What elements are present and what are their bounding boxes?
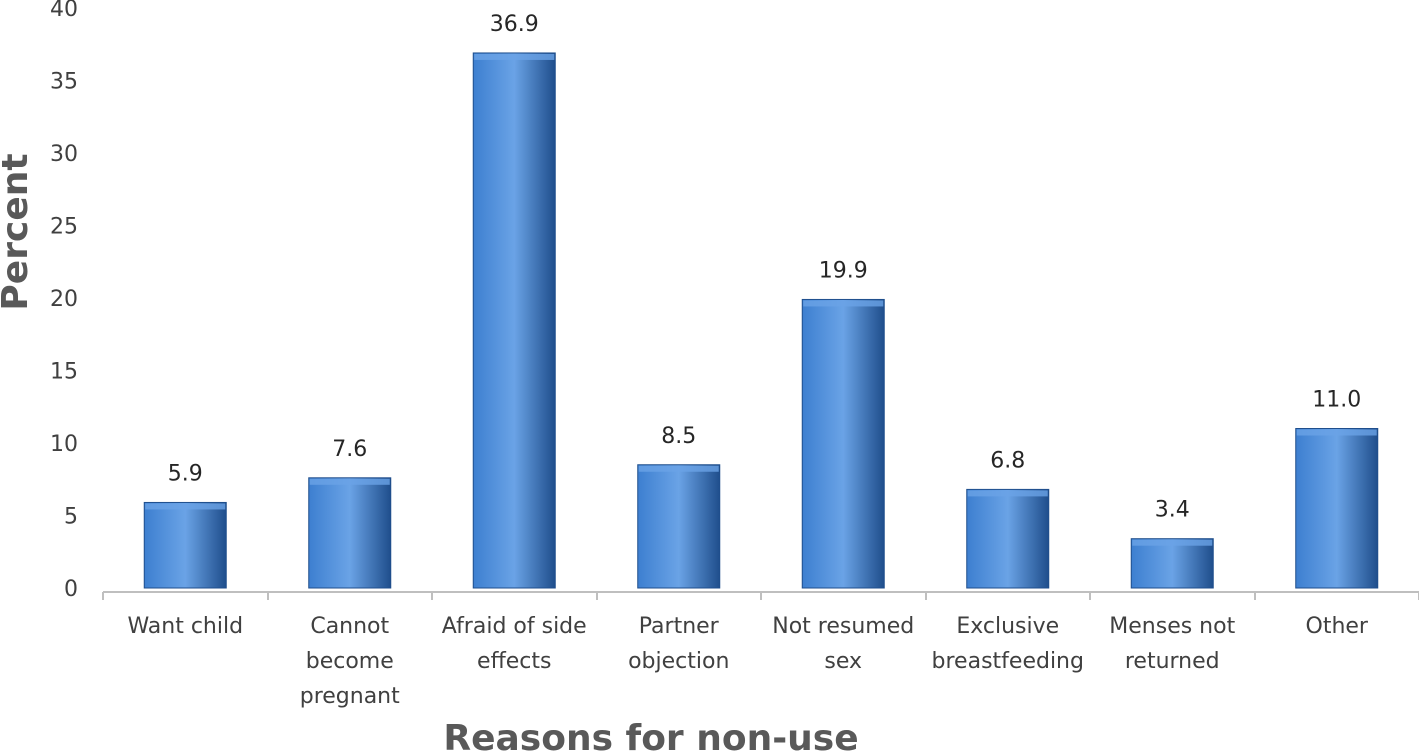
category-label-line: breastfeeding	[932, 649, 1084, 674]
category-label-line: effects	[477, 649, 551, 674]
y-tick-label: 20	[50, 287, 78, 312]
bar	[1295, 428, 1379, 589]
bar-top-highlight	[1296, 429, 1377, 436]
bar-top-highlight	[638, 465, 719, 472]
y-tick-label: 25	[50, 215, 78, 240]
category-label: Exclusive breastfeeding	[932, 614, 1084, 674]
bar-top-highlight	[967, 490, 1048, 497]
bar-top-highlight	[474, 53, 555, 60]
category-label: Want child	[127, 614, 243, 639]
data-label: 6.8	[990, 448, 1025, 473]
y-axis-tick-labels: 0 5 10 15 20 25 30 35 40	[50, 0, 78, 602]
category-label-line: returned	[1125, 649, 1220, 674]
category-label-line: Exclusive	[956, 614, 1059, 639]
x-axis-title: Reasons for non-use	[443, 718, 858, 752]
category-label-line: Not resumed	[772, 614, 914, 639]
category-label-line: Want child	[127, 614, 243, 639]
data-label: 8.5	[661, 424, 696, 449]
y-tick-label: 40	[50, 0, 78, 22]
category-label: Partner objection	[628, 614, 729, 674]
category-label-line: Other	[1306, 614, 1369, 639]
y-axis-title: Percent	[0, 153, 36, 310]
bars	[143, 52, 1379, 589]
bar	[801, 298, 885, 589]
category-label-line: Cannot	[310, 614, 389, 639]
bar	[637, 464, 721, 589]
bar	[1130, 538, 1214, 589]
category-label: Cannot become pregnant	[300, 614, 400, 709]
bar-top-highlight	[1132, 539, 1213, 546]
category-label-line: Partner	[639, 614, 720, 639]
category-label-line: become	[306, 649, 394, 674]
bar	[143, 501, 227, 589]
category-label-line: objection	[628, 649, 729, 674]
bar-top-highlight	[803, 300, 884, 307]
category-label-line: pregnant	[300, 684, 400, 709]
bar-top-highlight	[145, 503, 226, 510]
category-label: Afraid of side effects	[442, 614, 587, 674]
category-label: Not resumed sex	[772, 614, 914, 674]
y-tick-label: 0	[64, 577, 78, 602]
category-label: Other	[1306, 614, 1369, 639]
y-tick-label: 10	[50, 432, 78, 457]
y-tick-label: 5	[64, 505, 78, 530]
data-label: 3.4	[1155, 498, 1190, 523]
data-label: 7.6	[332, 437, 367, 462]
bar	[308, 477, 392, 589]
bar-top-highlight	[309, 478, 390, 485]
data-label: 11.0	[1312, 388, 1361, 413]
category-label: Menses not returned	[1109, 614, 1235, 674]
data-label: 36.9	[490, 12, 539, 37]
x-axis-ticks	[102, 592, 1419, 600]
bar	[472, 52, 556, 589]
category-labels: Want child Cannot become pregnant Afraid of …	[127, 614, 1368, 709]
bar	[966, 488, 1050, 589]
y-tick-label: 30	[50, 142, 78, 167]
category-label-line: sex	[824, 649, 862, 674]
category-label-line: Afraid of side	[442, 614, 587, 639]
data-labels: 5.9 7.6 36.9 8.5 19.9 6.8 3.4 11.0	[168, 12, 1361, 523]
y-tick-label: 35	[50, 70, 78, 95]
data-label: 19.9	[819, 258, 868, 283]
y-tick-label: 15	[50, 360, 78, 385]
data-label: 5.9	[168, 461, 203, 486]
category-label-line: Menses not	[1109, 614, 1235, 639]
